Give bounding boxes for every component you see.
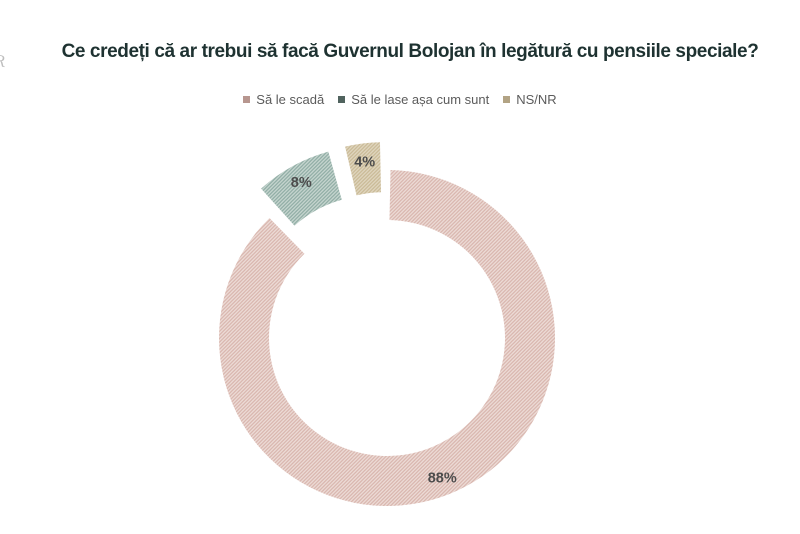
pie-slice-sa-le-scada[interactable] bbox=[219, 170, 556, 507]
legend-label: Să le lase așa cum sunt bbox=[351, 92, 490, 107]
chart-title: Ce credeți că ar trebui să facă Guvernul… bbox=[61, 41, 759, 62]
legend-swatch-icon bbox=[243, 96, 251, 103]
slice-data-label: 4% bbox=[354, 154, 375, 170]
pie-slice-sa-le-lase-asa-cum-sunt[interactable] bbox=[261, 151, 342, 226]
legend-item-ns-nr[interactable]: NS/NR bbox=[503, 92, 557, 107]
legend-item-sa-le-scada[interactable]: Să le scadă bbox=[243, 92, 324, 107]
slice-data-label: 8% bbox=[291, 175, 312, 191]
slice-data-label: 88% bbox=[428, 470, 457, 486]
legend-swatch-icon bbox=[503, 96, 511, 103]
legend-swatch-icon bbox=[338, 96, 346, 103]
chart-legend: Să le scadă Să le lase așa cum sunt NS/NR bbox=[0, 92, 800, 107]
legend-label: Să le scadă bbox=[256, 92, 325, 107]
pie-slice-ns-nr[interactable] bbox=[345, 142, 382, 196]
legend-item-sa-le-lase-asa-cum-sunt[interactable]: Să le lase așa cum sunt bbox=[338, 92, 489, 107]
legend-label: NS/NR bbox=[516, 92, 557, 107]
